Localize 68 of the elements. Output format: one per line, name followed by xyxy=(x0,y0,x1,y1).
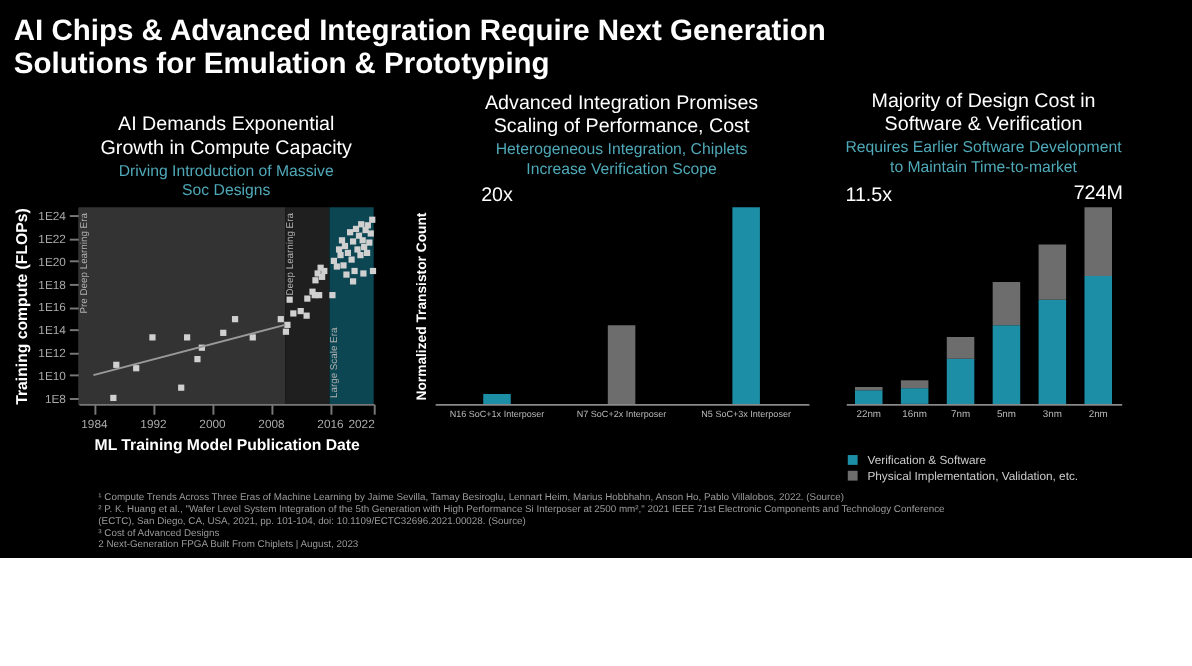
point xyxy=(282,328,290,335)
bar xyxy=(992,325,1021,404)
point xyxy=(312,277,319,284)
bar xyxy=(946,358,975,404)
chart-title: Majority of Design Cost in Software & Verification xyxy=(871,90,1096,137)
text: 20x xyxy=(481,185,513,208)
point xyxy=(110,394,117,402)
point xyxy=(348,256,355,263)
point xyxy=(149,334,156,341)
point xyxy=(290,310,297,317)
bar xyxy=(946,337,975,359)
point xyxy=(340,262,347,269)
point xyxy=(297,308,304,315)
point xyxy=(357,251,364,259)
point xyxy=(277,316,284,323)
point xyxy=(359,237,366,244)
y-axis-title: Training compute (FLOPs) xyxy=(12,207,31,405)
point xyxy=(367,230,374,237)
chart-title: Advanced Integration Promises Scaling of Performance, Cost xyxy=(484,92,759,139)
point xyxy=(344,249,352,256)
point xyxy=(113,361,120,368)
point xyxy=(286,296,293,303)
chart-title: AI Demands Exponential Growth in Compute Capacity xyxy=(100,114,353,161)
text: 11.5x xyxy=(845,185,893,208)
chart-subtitle: Requires Earlier Software Development to Maintain Time-to-market xyxy=(845,138,1124,176)
point xyxy=(351,267,358,275)
bar xyxy=(992,281,1021,326)
point xyxy=(352,225,360,233)
point xyxy=(354,246,361,253)
point xyxy=(347,229,354,236)
point xyxy=(349,238,357,245)
point xyxy=(363,249,371,256)
point xyxy=(360,270,367,277)
chart-subtitle: Heterogeneous Integration, Chiplets Increase Verification Scope xyxy=(495,140,748,178)
point xyxy=(338,237,346,244)
x-axis-title: ML Training Model Publication Date xyxy=(94,436,362,455)
annotation: 724M xyxy=(1073,183,1123,206)
bar xyxy=(900,380,929,389)
point xyxy=(369,267,377,275)
point xyxy=(341,242,349,250)
point xyxy=(184,334,191,341)
point xyxy=(220,329,227,336)
point xyxy=(329,292,336,299)
point xyxy=(194,356,201,363)
point xyxy=(231,316,239,323)
bar xyxy=(854,390,883,404)
point xyxy=(133,365,140,372)
point xyxy=(337,251,344,259)
point xyxy=(304,295,311,302)
point xyxy=(369,216,376,223)
point xyxy=(366,239,373,246)
chart-subtitle: Driving Introduction of Massive Soc Designs xyxy=(118,161,335,200)
point xyxy=(318,273,326,280)
text: AI Chips & Advanced Integration Require Next Generation Solutions for Emulation & Prototyping xyxy=(13,16,826,82)
point xyxy=(333,263,340,270)
bar xyxy=(1084,207,1113,277)
point xyxy=(284,321,291,328)
point xyxy=(358,221,365,228)
bar xyxy=(1038,244,1067,300)
bar xyxy=(1038,299,1067,404)
bar xyxy=(900,388,929,404)
point xyxy=(349,278,357,285)
bar xyxy=(1084,276,1113,404)
point xyxy=(303,312,310,319)
point xyxy=(343,271,350,278)
point xyxy=(316,292,323,299)
point xyxy=(335,246,343,253)
point xyxy=(178,384,185,391)
